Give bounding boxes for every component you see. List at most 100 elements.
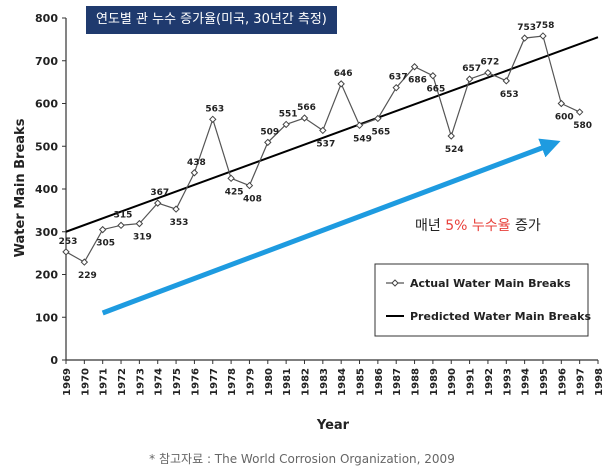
y-tick-label: 300 bbox=[35, 226, 58, 239]
annotation-suffix: 증가 bbox=[511, 218, 541, 234]
x-tick-label: 1986 bbox=[374, 368, 385, 396]
data-label: 657 bbox=[462, 64, 481, 74]
y-tick-label: 700 bbox=[35, 55, 58, 68]
x-tick-label: 1995 bbox=[539, 368, 550, 396]
x-tick-label: 1978 bbox=[227, 368, 238, 396]
data-label: 653 bbox=[500, 90, 519, 100]
data-point bbox=[190, 169, 199, 177]
data-label: 537 bbox=[316, 139, 335, 149]
data-label: 315 bbox=[114, 210, 133, 220]
data-point bbox=[264, 138, 272, 147]
data-point bbox=[80, 258, 89, 266]
data-point bbox=[374, 114, 382, 123]
data-label: 672 bbox=[481, 58, 500, 68]
y-tick-label: 400 bbox=[35, 183, 58, 196]
data-point bbox=[245, 181, 254, 190]
data-point bbox=[300, 114, 309, 122]
predicted-line bbox=[65, 36, 599, 233]
legend: Actual Water Main Breaks Predicted Water… bbox=[374, 263, 591, 337]
y-axis-label: Water Main Breaks bbox=[13, 118, 28, 257]
y-tick-label: 100 bbox=[35, 311, 58, 324]
data-label: 353 bbox=[170, 218, 189, 228]
data-point bbox=[520, 34, 529, 42]
x-tick-label: 1983 bbox=[319, 368, 330, 396]
x-tick-label: 1997 bbox=[576, 368, 587, 396]
x-tick-label: 1976 bbox=[190, 368, 201, 396]
x-tick-label: 1998 bbox=[594, 368, 604, 396]
data-label: 646 bbox=[334, 69, 353, 79]
data-label: 425 bbox=[225, 187, 244, 197]
data-label: 565 bbox=[371, 127, 390, 137]
data-point bbox=[337, 80, 345, 88]
x-tick-label: 1974 bbox=[154, 368, 165, 396]
chart-title: 연도별 관 누수 증가율(미국, 30년간 측정) bbox=[96, 12, 327, 27]
data-point bbox=[62, 248, 70, 256]
data-label: 549 bbox=[353, 134, 372, 144]
y-tick-label: 0 bbox=[50, 354, 58, 367]
x-tick-label: 1988 bbox=[411, 368, 422, 396]
chart-title-box: 연도별 관 누수 증가율(미국, 30년간 측정) bbox=[86, 6, 337, 34]
x-tick-label: 1971 bbox=[99, 368, 110, 396]
data-point bbox=[539, 32, 547, 40]
actual-series bbox=[62, 32, 584, 266]
legend-actual-marker bbox=[391, 279, 399, 287]
x-tick-label: 1996 bbox=[557, 368, 568, 396]
data-label: 758 bbox=[536, 21, 555, 31]
x-tick-label: 1981 bbox=[282, 368, 293, 396]
x-tick-label: 1977 bbox=[209, 368, 220, 396]
data-label: 637 bbox=[389, 73, 408, 83]
data-point bbox=[319, 126, 327, 135]
data-label: 319 bbox=[133, 233, 152, 243]
data-point bbox=[465, 75, 474, 83]
data-label: 438 bbox=[187, 158, 206, 168]
data-point bbox=[392, 83, 400, 92]
y-tick-label: 600 bbox=[35, 98, 58, 111]
data-point bbox=[575, 108, 584, 116]
data-label: 563 bbox=[205, 104, 224, 114]
data-point bbox=[557, 99, 566, 108]
data-label: 509 bbox=[260, 127, 279, 137]
axes: 0 100 200 300 400 500 600 700 800 1969 1970 1971 197… bbox=[35, 12, 604, 396]
source-note: * 참고자료 : The World Corrosion Organizatio… bbox=[149, 452, 455, 466]
y-tick-label: 500 bbox=[35, 140, 58, 153]
x-tick-label: 1972 bbox=[117, 368, 128, 396]
annotation-prefix: 매년 bbox=[415, 218, 445, 234]
data-label: 580 bbox=[573, 121, 592, 131]
data-point bbox=[410, 63, 419, 71]
x-tick-label: 1969 bbox=[62, 368, 73, 396]
trend-arrow-group bbox=[101, 138, 561, 316]
data-label: 566 bbox=[297, 103, 316, 113]
x-tick-label: 1994 bbox=[521, 368, 532, 396]
x-tick-label: 1985 bbox=[356, 368, 367, 396]
data-label: 686 bbox=[408, 76, 427, 86]
data-label: 665 bbox=[426, 85, 445, 95]
annotation-text: 매년 5% 누수율 증가 bbox=[415, 218, 541, 234]
data-point bbox=[429, 72, 437, 80]
x-tick-label: 1980 bbox=[264, 368, 275, 396]
data-labels: 2532293053153193673534385634254085095515… bbox=[59, 21, 592, 281]
data-label: 229 bbox=[78, 271, 97, 281]
x-tick-label: 1984 bbox=[337, 368, 348, 396]
data-point bbox=[117, 221, 125, 230]
data-point bbox=[154, 199, 162, 207]
data-point bbox=[209, 115, 217, 124]
x-axis-label: Year bbox=[316, 418, 350, 433]
x-tick-label: 1987 bbox=[392, 368, 403, 396]
x-tick-label: 1970 bbox=[80, 368, 91, 396]
x-tick-label: 1990 bbox=[447, 368, 458, 396]
data-point bbox=[98, 225, 107, 234]
legend-actual-label: Actual Water Main Breaks bbox=[410, 277, 571, 290]
trend-arrow bbox=[101, 138, 561, 316]
x-tick-label: 1979 bbox=[245, 368, 256, 396]
predicted-series bbox=[65, 36, 599, 233]
data-point bbox=[227, 174, 235, 183]
data-point bbox=[355, 121, 364, 130]
data-label: 367 bbox=[150, 188, 169, 198]
data-point bbox=[135, 219, 144, 228]
data-point bbox=[172, 205, 180, 213]
data-label: 600 bbox=[555, 113, 574, 123]
data-label: 253 bbox=[59, 237, 78, 247]
data-label: 408 bbox=[243, 195, 262, 205]
data-label: 305 bbox=[96, 239, 115, 249]
